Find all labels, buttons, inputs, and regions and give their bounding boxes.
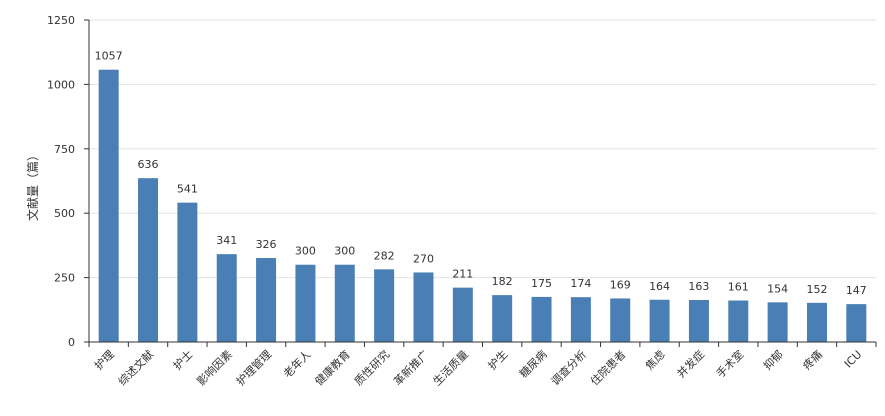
- bar: [531, 296, 552, 342]
- bar: [98, 69, 119, 342]
- data-label: 164: [649, 280, 670, 293]
- bar: [334, 264, 355, 342]
- bar: [216, 254, 237, 342]
- x-axis-ticks: 护理 综述文献 护士 影响因素 护理管理 老年人 健康教育 质性研究 革新推广 生活质量 护生 糖尿病…: [88, 342, 877, 388]
- y-tick-label: 0: [68, 336, 75, 349]
- y-axis-ticks: 0 250 500 750 1000 1250: [47, 14, 89, 349]
- y-tick-label: 500: [54, 207, 75, 220]
- x-tick-label: 护理: [91, 347, 116, 372]
- y-tick-label: 1000: [47, 78, 75, 91]
- bar: [177, 202, 198, 342]
- bar: [767, 302, 788, 342]
- x-tick-label: 质性研究: [351, 347, 392, 388]
- data-label: 152: [806, 283, 827, 296]
- bar: [649, 299, 670, 342]
- y-tick-label: 1250: [47, 14, 75, 27]
- bar: [374, 269, 395, 342]
- x-tick-label: 综述文献: [115, 347, 156, 388]
- x-tick-label: ICU: [842, 348, 865, 371]
- x-tick-label: 手术室: [713, 347, 746, 380]
- data-label: 174: [570, 277, 591, 290]
- data-label: 161: [728, 281, 749, 294]
- x-tick-label: 焦虑: [643, 348, 668, 373]
- x-tick-label: 革新推广: [391, 347, 432, 388]
- data-label: 300: [334, 245, 355, 258]
- bar: [295, 264, 316, 342]
- data-label: 636: [138, 158, 159, 171]
- bar: [846, 304, 867, 342]
- data-label: 282: [374, 249, 395, 262]
- x-tick-label: 影响因素: [195, 348, 235, 388]
- data-label: 154: [767, 282, 788, 295]
- x-tick-label: 并发症: [674, 347, 707, 380]
- data-labels: 1057 636 541 341 326 300 300 282 270 211 182 175 174…: [95, 50, 867, 297]
- x-tick-label: 健康教育: [312, 347, 353, 388]
- data-label: 163: [688, 280, 709, 293]
- bar: [806, 302, 827, 342]
- bar: [413, 272, 434, 342]
- x-tick-label: 抑郁: [760, 347, 785, 372]
- data-label: 175: [531, 277, 552, 290]
- bar: [256, 258, 277, 342]
- data-label: 270: [413, 252, 434, 265]
- bar: [492, 295, 513, 342]
- y-axis-label: 文献量（篇）: [25, 149, 40, 221]
- x-tick-label: 住院患者: [587, 347, 628, 388]
- data-label: 300: [295, 245, 316, 258]
- bars: [98, 69, 867, 342]
- x-tick-label: 疼痛: [800, 347, 825, 372]
- y-tick-label: 250: [54, 272, 75, 285]
- bar: [452, 287, 473, 342]
- data-label: 147: [846, 284, 867, 297]
- y-tick-label: 750: [54, 143, 75, 156]
- data-label: 326: [256, 238, 277, 251]
- x-tick-label: 护理管理: [233, 347, 274, 388]
- bar: [138, 178, 159, 342]
- x-tick-label: 护士: [170, 347, 195, 372]
- gridlines: [89, 19, 876, 279]
- data-label: 169: [610, 278, 631, 291]
- x-tick-label: 生活质量: [430, 347, 471, 388]
- x-tick-label: 调查分析: [548, 347, 589, 388]
- bar: [688, 300, 709, 342]
- data-label: 1057: [95, 50, 123, 63]
- bar: [728, 300, 749, 342]
- bar: [570, 297, 591, 342]
- data-label: 541: [177, 183, 198, 196]
- data-label: 211: [452, 268, 473, 281]
- x-tick-label: 老年人: [280, 347, 313, 380]
- data-label: 182: [492, 275, 513, 288]
- x-tick-label: 糖尿病: [516, 347, 549, 380]
- data-label: 341: [216, 234, 237, 247]
- bar: [610, 298, 631, 342]
- x-tick-label: 护生: [485, 347, 510, 372]
